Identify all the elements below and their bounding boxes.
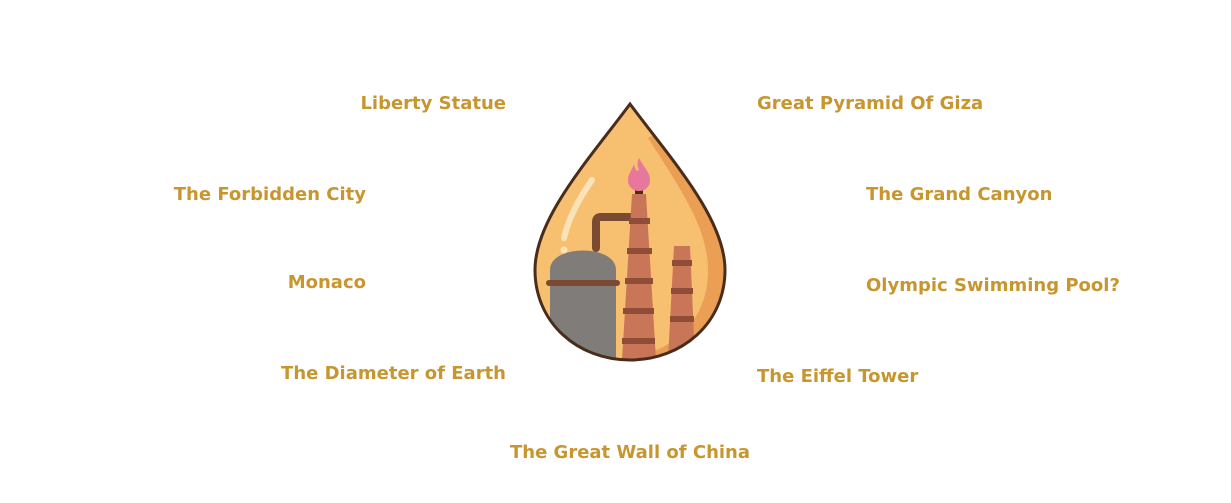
label-liberty-statue[interactable]: Liberty Statue <box>360 93 506 114</box>
tall-chimney-stripe <box>622 338 655 344</box>
tall-chimney-stripe <box>625 278 653 284</box>
tall-chimney-stripe <box>623 308 654 314</box>
label-grand-canyon[interactable]: The Grand Canyon <box>866 184 1053 205</box>
short-chimney-stripe <box>671 288 693 294</box>
oil-drop-refinery-icon <box>533 101 727 362</box>
flame-icon <box>628 158 650 191</box>
tank-band <box>546 280 620 286</box>
label-forbidden-city[interactable]: The Forbidden City <box>173 184 366 205</box>
label-great-pyramid[interactable]: Great Pyramid Of Giza <box>757 93 984 114</box>
short-chimney <box>668 246 695 360</box>
short-chimney-stripe <box>670 316 694 322</box>
label-diameter-of-earth[interactable]: The Diameter of Earth <box>281 363 506 384</box>
short-chimney-stripe <box>672 260 692 266</box>
storage-tank <box>550 250 616 360</box>
tall-chimney-stripe <box>629 218 650 224</box>
pipe <box>592 213 634 252</box>
drop-highlight <box>561 177 595 241</box>
label-monaco[interactable]: Monaco <box>287 272 366 293</box>
label-great-wall[interactable]: The Great Wall of China <box>509 442 751 463</box>
label-olympic-swimming-pool[interactable]: Olympic Swimming Pool? <box>866 275 1120 296</box>
tall-chimney-stripe <box>627 248 652 254</box>
label-eiffel-tower[interactable]: The Eiffel Tower <box>757 366 919 387</box>
tall-chimney <box>622 194 656 360</box>
drop-outline <box>533 101 727 362</box>
